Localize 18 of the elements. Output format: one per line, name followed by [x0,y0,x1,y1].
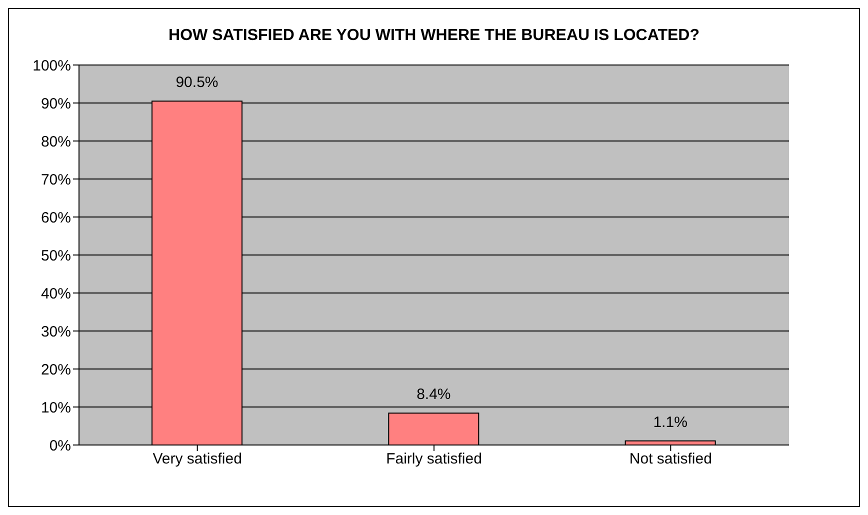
y-tick-label: 100% [32,57,71,74]
y-tick-label: 30% [40,323,71,340]
y-tick-label: 60% [40,209,71,226]
data-label: 1.1% [653,414,688,431]
x-tick-label: Not satisfied [629,450,712,468]
y-tick-label: 40% [40,285,71,302]
y-tick-label: 80% [40,133,71,150]
y-tick-label: 20% [40,361,71,378]
y-tick-label: 90% [40,95,71,112]
y-tick-label: 70% [40,171,71,188]
y-tick-label: 0% [49,437,71,454]
x-tick-label: Fairly satisfied [386,450,482,468]
chart-title: HOW SATISFIED ARE YOU WITH WHERE THE BUREAU IS LOCATED? [168,26,700,45]
data-label: 8.4% [416,386,451,404]
data-label: 90.5% [176,74,218,92]
y-tick-label: 50% [40,247,71,264]
y-tick-label: 10% [40,399,71,416]
x-tick-label: Very satisfied [152,450,242,468]
